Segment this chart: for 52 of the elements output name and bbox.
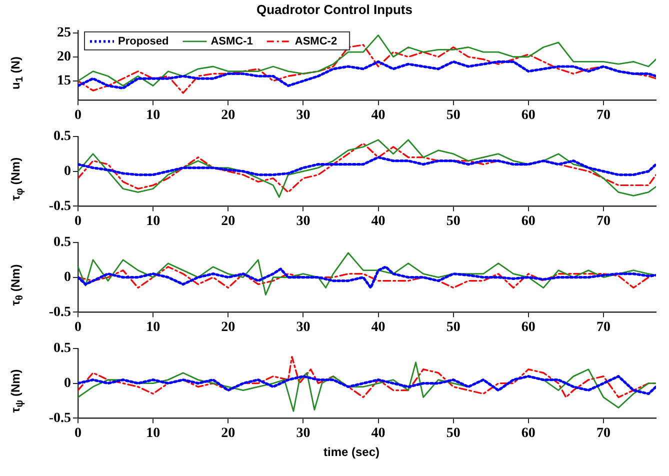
y-tick-label: -0.5 [48,304,71,320]
y-tick-label: 25 [57,25,71,40]
chart-title: Quadrotor Control Inputs [256,1,414,19]
x-tick-label: 70 [596,108,610,124]
x-tick-label: 0 [74,426,82,442]
x-tick-label: 40 [371,108,386,124]
legend-label: ASMC-2 [294,35,338,48]
x-tick-label: 30 [296,214,310,230]
x-tick-label: 60 [521,320,536,336]
y-tick-label: -0.5 [48,410,71,426]
x-tick-label: 10 [146,426,160,442]
y-tick-label: 20 [57,49,71,64]
x-tick-label: 20 [221,108,236,124]
x-tick-label: 0 [74,214,82,230]
x-tick-label: 70 [596,426,610,442]
x-axis-title: time (sec) [322,444,381,461]
x-tick-label: 40 [371,214,386,230]
x-tick-label: 10 [146,214,160,230]
x-tick-label: 70 [596,214,610,230]
x-tick-label: 0 [74,108,82,124]
x-tick-label: 0 [74,320,82,336]
x-tick-label: 60 [521,108,536,124]
y-tick-label: 0 [64,164,71,179]
x-tick-label: 20 [221,214,236,230]
y-tick-label: 0.5 [54,235,71,250]
line-series [78,375,656,396]
y-tick-label: 0.5 [54,341,71,356]
legend-label: ASMC-1 [210,35,253,48]
x-tick-label: 60 [521,214,536,230]
y-tick-label: 0.5 [54,129,71,144]
x-tick-label: 20 [221,426,236,442]
x-tick-label: 50 [446,108,460,124]
x-tick-label: 50 [446,320,460,336]
x-tick-label: 30 [296,320,310,336]
line-series [78,60,656,90]
y-tick-label: 0 [64,376,71,391]
legend-label: Proposed [118,35,169,48]
x-tick-label: 10 [146,108,160,124]
x-tick-label: 10 [146,320,160,336]
x-tick-label: 20 [221,320,236,336]
line-series [78,156,656,176]
x-tick-label: 50 [446,426,460,442]
x-tick-label: 30 [296,426,310,442]
x-tick-label: 30 [296,108,310,124]
y-tick-label: 0 [64,270,71,285]
y-tick-label: -0.5 [48,198,71,214]
x-tick-label: 60 [521,426,536,442]
x-tick-label: 40 [371,320,386,336]
x-tick-label: 50 [446,214,460,230]
x-tick-label: 70 [596,320,610,336]
y-tick-label: 15 [57,74,71,89]
x-tick-label: 40 [371,426,386,442]
